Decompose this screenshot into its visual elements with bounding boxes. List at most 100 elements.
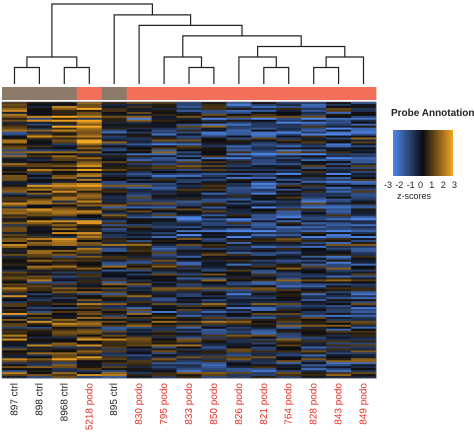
sample-label: 830 podo — [134, 383, 145, 425]
heatmap-cell — [51, 279, 78, 282]
heatmap-cell — [51, 145, 78, 148]
heatmap-cell — [2, 332, 28, 336]
heatmap-cell — [76, 316, 103, 320]
heatmap-cell — [351, 123, 377, 127]
heatmap-cell — [101, 210, 128, 213]
heatmap-cell — [326, 362, 352, 365]
heatmap-cell — [51, 330, 78, 334]
heatmap-cell — [101, 174, 128, 178]
heatmap-cell — [126, 364, 152, 367]
heatmap-cell — [26, 139, 53, 142]
heatmap-cell — [51, 174, 78, 178]
heatmap-cell — [276, 305, 302, 308]
heatmap-cell — [101, 328, 128, 332]
heatmap-cell — [176, 307, 202, 310]
heatmap-cell — [101, 370, 128, 373]
heatmap-cell — [251, 285, 277, 288]
heatmap-cell — [51, 291, 78, 294]
heatmap-cell — [26, 354, 53, 357]
heatmap-cell — [2, 129, 28, 132]
heatmap-cell — [126, 285, 152, 288]
heatmap-cell — [2, 376, 28, 379]
dendrogram-branch — [138, 24, 243, 84]
heatmap-cell — [226, 163, 252, 166]
heatmap-cell — [2, 224, 28, 227]
heatmap-cell — [151, 330, 177, 334]
heatmap-cell — [76, 267, 103, 270]
heatmap-cell — [126, 234, 152, 237]
heatmap-cell — [176, 293, 202, 296]
heatmap-cell — [201, 123, 227, 127]
heatmap-cell — [276, 318, 302, 322]
heatmap-cell — [101, 127, 128, 130]
sample-label: 895 ctrl — [109, 383, 120, 416]
heatmap-cell — [126, 346, 152, 349]
heatmap-cell — [301, 348, 327, 351]
heatmap-cell — [2, 145, 28, 148]
heatmap-cell — [301, 261, 327, 265]
heatmap-cell — [76, 342, 103, 345]
heatmap-cell — [126, 147, 152, 150]
heatmap-cell — [151, 370, 177, 373]
heatmap-cell — [26, 241, 53, 245]
heatmap-cell — [326, 220, 352, 223]
heatmap-cell — [101, 226, 128, 229]
heatmap-cell — [276, 362, 302, 365]
heatmap-cell — [226, 277, 252, 280]
heatmap-cell — [76, 362, 103, 365]
heatmap-cell — [326, 240, 352, 243]
heatmap-cell — [126, 243, 152, 247]
heatmap-cell — [51, 139, 78, 142]
heatmap-cell — [276, 285, 302, 288]
heatmap-cell — [126, 178, 152, 182]
heatmap-cell — [251, 279, 277, 282]
heatmap-cell — [151, 127, 177, 130]
heatmap-cell — [301, 151, 327, 154]
heatmap-cell — [326, 374, 352, 377]
heatmap-cell — [201, 328, 227, 332]
heatmap-cell — [151, 366, 177, 369]
heatmap-cell — [326, 287, 352, 290]
heatmap-cell — [126, 251, 152, 255]
heatmap-cell — [101, 348, 128, 351]
heatmap-cell — [326, 356, 352, 359]
heatmap-cell — [326, 131, 352, 134]
heatmap-cell — [251, 194, 277, 198]
heatmap-cell — [226, 299, 252, 302]
heatmap-cell — [51, 196, 78, 199]
heatmap-cell — [226, 285, 252, 288]
heatmap-cell — [301, 163, 327, 166]
heatmap-cell — [226, 159, 252, 162]
heatmap-cell — [2, 277, 28, 280]
heatmap-cell — [201, 105, 227, 109]
heatmap-cell — [276, 157, 302, 160]
heatmap-cell — [26, 151, 53, 154]
heatmap-cell — [226, 212, 252, 215]
heatmap-cell — [201, 362, 227, 365]
heatmap-cell — [201, 226, 227, 229]
heatmap-cell — [276, 204, 302, 207]
heatmap-cell — [126, 111, 152, 115]
heatmap-cell — [26, 352, 53, 355]
annotation-cell-podo — [251, 87, 277, 100]
heatmap-cell — [226, 119, 252, 123]
heatmap-cell — [101, 281, 128, 284]
heatmap-cell — [126, 200, 152, 203]
heatmap-cell — [126, 188, 152, 192]
heatmap-cell — [51, 312, 78, 316]
heatmap-cell — [351, 212, 377, 215]
heatmap-cell — [176, 157, 202, 160]
heatmap-cell — [151, 212, 177, 215]
heatmap-cell — [26, 224, 53, 227]
heatmap-cell — [176, 236, 202, 239]
heatmap-cell — [151, 336, 177, 339]
heatmap-cell — [326, 368, 352, 371]
heatmap-cell — [151, 238, 177, 241]
heatmap-cell — [326, 366, 352, 369]
heatmap-cell — [301, 147, 327, 150]
heatmap-cell — [101, 334, 128, 337]
heatmap-cell — [51, 165, 78, 168]
heatmap-cell — [51, 275, 78, 278]
heatmap-cell — [351, 279, 377, 282]
heatmap-cell — [251, 251, 277, 255]
